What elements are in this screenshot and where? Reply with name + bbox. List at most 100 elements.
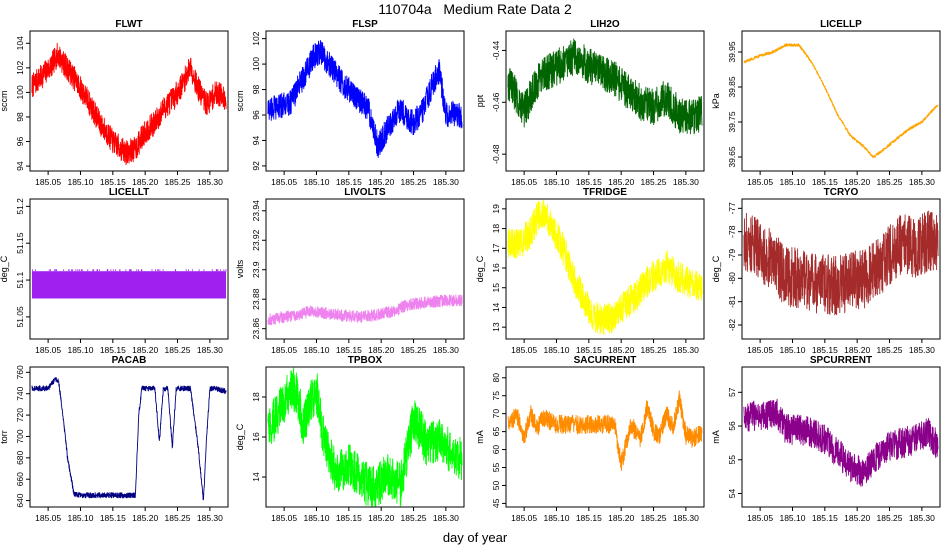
y-tick-label: 54 xyxy=(727,489,737,499)
x-tick-label: 185.15 xyxy=(812,513,838,523)
x-tick-label: 185.30 xyxy=(673,513,699,523)
y-tick-label: 100 xyxy=(15,85,25,99)
y-tick-label: 55 xyxy=(491,463,501,473)
x-tick-label: 185.20 xyxy=(844,345,870,355)
y-tick-label: 14 xyxy=(251,472,261,482)
x-tick-label: 185.10 xyxy=(779,345,805,355)
y-axis-label: torr xyxy=(0,430,9,444)
y-tick-label: 98 xyxy=(251,85,261,95)
plot-frame xyxy=(505,366,705,508)
plot-frame xyxy=(265,30,465,172)
plot-frame xyxy=(29,366,229,508)
x-tick-label: 185.10 xyxy=(543,345,569,355)
y-tick-label: 80 xyxy=(491,373,501,383)
x-tick-label: 185.30 xyxy=(433,345,459,355)
y-tick-label: 94 xyxy=(15,161,25,171)
panel-title: PACAB xyxy=(112,355,147,366)
y-tick-label: 14 xyxy=(491,302,501,312)
panel-pacab: PACAB 185.05 185.10 185.15 185.20 185.25 185.3… xyxy=(0,355,229,523)
y-tick-label: 98 xyxy=(15,112,25,122)
x-tick-label: 185.20 xyxy=(368,177,394,187)
x-tick-label: 185.10 xyxy=(67,177,93,187)
x-tick-label: 185.15 xyxy=(576,177,602,187)
x-tick-label: 185.25 xyxy=(165,513,191,523)
y-tick-label: -80 xyxy=(727,272,737,285)
x-tick-label: 185.25 xyxy=(401,513,427,523)
y-axis-label: volts xyxy=(235,259,245,278)
x-tick-label: 185.05 xyxy=(271,513,297,523)
data-series-line xyxy=(743,210,939,316)
y-tick-label: 23.94 xyxy=(251,200,261,222)
y-tick-label: -82 xyxy=(727,319,737,332)
x-tick-label: 185.25 xyxy=(877,513,903,523)
y-tick-label: 51.15 xyxy=(15,232,25,254)
x-tick-label: 185.05 xyxy=(511,177,537,187)
panel-lih2o: LIH2O 185.05 185.10 185.15 185.20 185.25 185.3… xyxy=(475,19,705,187)
y-tick-label: 102 xyxy=(15,60,25,74)
data-series-line xyxy=(507,38,703,135)
y-axis-label: deg_C xyxy=(475,255,485,282)
x-tick-label: 185.05 xyxy=(271,177,297,187)
y-tick-label: -78 xyxy=(727,225,737,238)
y-tick-label: 104 xyxy=(15,36,25,50)
y-tick-label: 102 xyxy=(251,31,261,45)
y-tick-label: 680 xyxy=(15,450,25,464)
y-tick-label: -81 xyxy=(727,295,737,308)
x-tick-label: 185.05 xyxy=(271,345,297,355)
x-tick-label: 185.05 xyxy=(35,513,61,523)
y-axis-label: sccm xyxy=(0,91,9,112)
page-title: 110704a Medium Rate Data 2 xyxy=(378,1,572,17)
x-tick-label: 185.25 xyxy=(641,513,667,523)
y-tick-label: 92 xyxy=(251,161,261,171)
x-tick-label: 185.20 xyxy=(608,177,634,187)
x-tick-label: 185.20 xyxy=(368,345,394,355)
y-tick-label: 39.95 xyxy=(727,41,737,63)
plot-frame xyxy=(29,198,229,340)
x-tick-label: 185.05 xyxy=(511,513,537,523)
y-axis-label: mA xyxy=(711,430,721,444)
x-tick-label: 185.15 xyxy=(100,177,126,187)
y-tick-label: 70 xyxy=(491,409,501,419)
y-tick-label: 18 xyxy=(251,392,261,402)
y-tick-label: 39.65 xyxy=(727,146,737,168)
y-tick-label: 60 xyxy=(491,445,501,455)
x-tick-label: 185.30 xyxy=(673,345,699,355)
data-series-line xyxy=(743,43,939,158)
y-tick-label: 740 xyxy=(15,386,25,400)
plot-frame xyxy=(741,30,941,172)
y-tick-label: 23.92 xyxy=(251,229,261,251)
y-tick-label: 94 xyxy=(251,135,261,145)
y-tick-label: 45 xyxy=(491,498,501,508)
y-tick-label: 17 xyxy=(491,243,501,253)
x-tick-label: 185.15 xyxy=(576,345,602,355)
x-tick-label: 185.20 xyxy=(368,513,394,523)
x-tick-label: 185.15 xyxy=(100,513,126,523)
panel-spcurrent: SPCURRENT 185.05 185.10 185.15 185.20 185.25 1… xyxy=(711,355,941,523)
y-tick-label: 23.9 xyxy=(251,261,261,278)
y-tick-label: 640 xyxy=(15,493,25,507)
panel-title: SACURRENT xyxy=(574,355,637,366)
x-tick-label: 185.20 xyxy=(132,177,158,187)
y-tick-label: 23.88 xyxy=(251,288,261,310)
x-tick-label: 185.05 xyxy=(747,345,773,355)
panel-title: TCRYO xyxy=(824,187,859,198)
y-axis-label: deg_C xyxy=(711,255,721,282)
panel-sacurrent: SACURRENT 185.05 185.10 185.15 185.20 185.25 1… xyxy=(475,355,705,523)
x-tick-label: 185.05 xyxy=(35,177,61,187)
y-tick-label: 51.05 xyxy=(15,306,25,328)
x-tick-label: 185.15 xyxy=(576,513,602,523)
y-tick-label: 100 xyxy=(251,57,261,71)
y-tick-label: 13 xyxy=(491,322,501,332)
x-tick-label: 185.10 xyxy=(543,177,569,187)
x-tick-label: 185.15 xyxy=(336,513,362,523)
panel-title: LICELLP xyxy=(820,19,862,30)
data-series-line xyxy=(507,199,703,335)
x-tick-label: 185.15 xyxy=(336,345,362,355)
x-tick-label: 185.25 xyxy=(401,177,427,187)
x-tick-label: 185.30 xyxy=(197,513,223,523)
y-tick-label: 96 xyxy=(15,137,25,147)
y-axis-label: ppt xyxy=(475,94,485,107)
y-axis-label: sccm xyxy=(235,91,245,112)
y-tick-label: 51.1 xyxy=(15,272,25,289)
panel-title: LICELLT xyxy=(109,187,149,198)
